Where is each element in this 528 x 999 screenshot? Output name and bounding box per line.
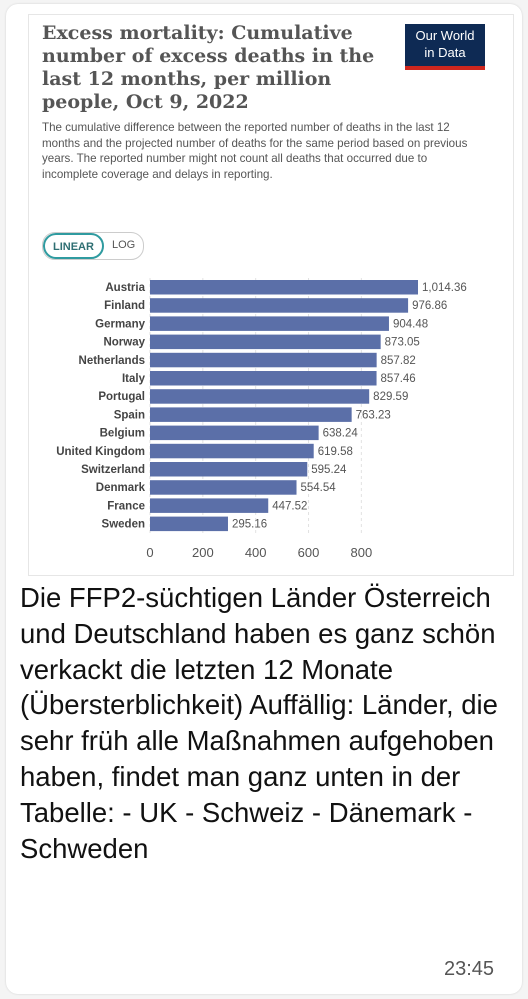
value-label: 295.16 bbox=[232, 519, 267, 531]
logo-accent bbox=[405, 66, 485, 70]
category-label: Switzerland bbox=[81, 464, 145, 476]
scale-toggle[interactable]: LINEAR LOG bbox=[42, 232, 145, 260]
bar-chart: 0 200 400 600 800 Austria 1,014.36 Finland 976.8… bbox=[56, 278, 467, 560]
bar bbox=[150, 352, 377, 368]
category-label: Sweden bbox=[102, 519, 145, 531]
bar bbox=[150, 498, 269, 513]
bar bbox=[150, 462, 308, 477]
category-label: Norway bbox=[103, 337, 145, 349]
bar bbox=[150, 389, 370, 404]
bar bbox=[150, 480, 297, 495]
value-label: 976.86 bbox=[412, 300, 447, 312]
scale-log-button[interactable]: LOG bbox=[111, 239, 136, 251]
value-label: 904.48 bbox=[393, 318, 428, 330]
chart-labels: 0 200 400 600 800 Austria 1,014.36 Finland 976.8… bbox=[56, 282, 467, 560]
category-label: Denmark bbox=[96, 482, 146, 494]
bar bbox=[150, 443, 314, 459]
bar bbox=[150, 298, 409, 313]
value-label: 829.59 bbox=[373, 391, 408, 403]
category-label: Portugal bbox=[98, 391, 145, 403]
value-label: 554.54 bbox=[301, 482, 337, 494]
category-label: Finland bbox=[104, 300, 145, 312]
category-label: Netherlands bbox=[79, 355, 145, 367]
bar bbox=[150, 316, 389, 331]
x-tick-label: 400 bbox=[245, 545, 267, 560]
bar bbox=[150, 280, 418, 295]
chart-title: Excess mortality: Cumulative number of e… bbox=[42, 22, 375, 113]
message-bubble[interactable] bbox=[6, 4, 522, 994]
value-label: 763.23 bbox=[356, 409, 391, 421]
chart-bars bbox=[150, 280, 418, 532]
category-label: Spain bbox=[114, 409, 145, 421]
value-label: 873.05 bbox=[385, 337, 420, 349]
x-tick-label: 800 bbox=[351, 545, 373, 560]
chart-subtitle: The cumulative difference between the re… bbox=[42, 121, 468, 181]
value-label: 619.58 bbox=[318, 446, 353, 458]
value-label: 638.24 bbox=[323, 428, 359, 440]
value-label: 595.24 bbox=[311, 464, 347, 476]
scale-linear-button[interactable]: LINEAR bbox=[43, 233, 104, 259]
bar bbox=[150, 516, 228, 532]
x-tick-label: 200 bbox=[192, 545, 214, 560]
category-label: Italy bbox=[122, 373, 146, 385]
bar bbox=[150, 407, 352, 422]
category-label: France bbox=[107, 500, 145, 512]
x-tick-label: 0 bbox=[146, 545, 153, 560]
logo-line-2: in Data bbox=[424, 45, 466, 60]
value-label: 447.52 bbox=[272, 500, 307, 512]
bar bbox=[150, 334, 381, 350]
category-label: Germany bbox=[95, 318, 145, 330]
x-tick-label: 600 bbox=[298, 545, 320, 560]
value-label: 857.46 bbox=[381, 373, 416, 385]
message-timestamp: 23:45 bbox=[444, 958, 495, 980]
logo-line-1: Our World bbox=[415, 28, 475, 43]
owid-logo: Our World in Data bbox=[405, 24, 485, 70]
category-label: United Kingdom bbox=[56, 446, 145, 458]
bar bbox=[150, 371, 377, 386]
value-label: 1,014.36 bbox=[422, 282, 467, 294]
bar bbox=[150, 425, 319, 441]
category-label: Belgium bbox=[100, 428, 145, 440]
category-label: Austria bbox=[105, 282, 145, 294]
value-label: 857.82 bbox=[381, 355, 416, 367]
message-text: Die FFP2-süchtigen Länder Österreich und… bbox=[20, 582, 498, 864]
